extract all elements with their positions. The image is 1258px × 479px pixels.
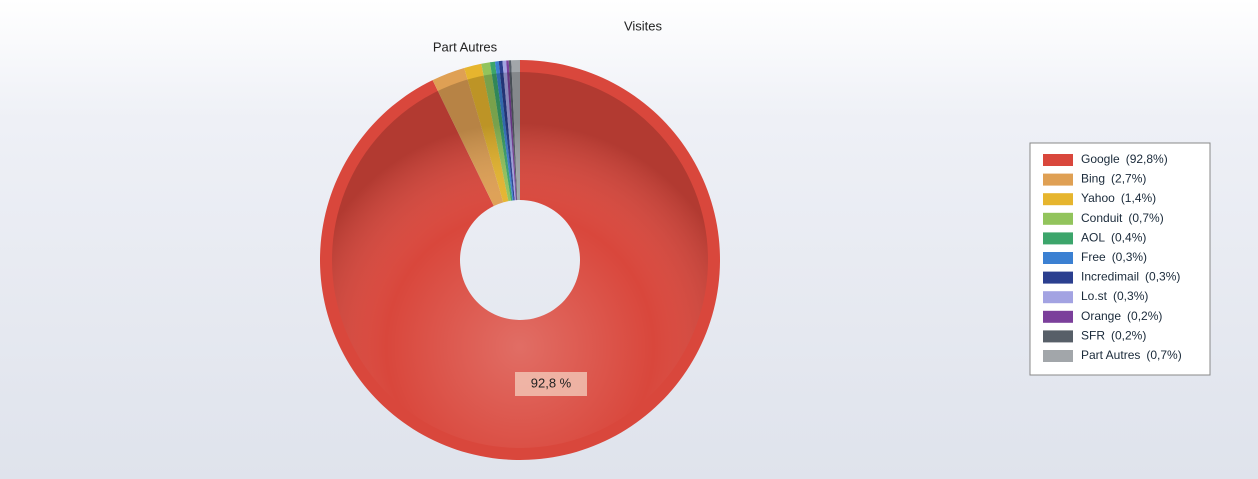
legend-swatch bbox=[1043, 330, 1073, 343]
legend-value: (0,2%) bbox=[1111, 329, 1146, 343]
legend-swatch bbox=[1043, 212, 1073, 225]
legend-swatch bbox=[1043, 310, 1073, 323]
legend-label: Orange (0,2%) bbox=[1081, 309, 1162, 323]
legend-name: Incredimail bbox=[1081, 270, 1139, 284]
legend-name: AOL bbox=[1081, 231, 1105, 245]
slice-label: 92,8 % bbox=[531, 375, 572, 390]
legend-label: Google (92,8%) bbox=[1081, 152, 1168, 166]
legend-name: Yahoo bbox=[1081, 191, 1115, 205]
legend-value: (0,3%) bbox=[1112, 250, 1147, 264]
legend-label: Part Autres (0,7%) bbox=[1081, 348, 1182, 362]
legend-name: Part Autres bbox=[1081, 348, 1140, 362]
legend-value: (0,3%) bbox=[1113, 289, 1148, 303]
legend-label: Yahoo (1,4%) bbox=[1081, 191, 1156, 205]
legend-swatch bbox=[1043, 193, 1073, 206]
legend-label: Incredimail (0,3%) bbox=[1081, 270, 1180, 284]
legend-label: SFR (0,2%) bbox=[1081, 329, 1146, 343]
legend-value: (0,7%) bbox=[1146, 348, 1181, 362]
chart-title: Visites bbox=[624, 18, 663, 33]
legend-label: Bing (2,7%) bbox=[1081, 172, 1146, 186]
legend-swatch bbox=[1043, 252, 1073, 264]
legend-label: Free (0,3%) bbox=[1081, 250, 1147, 264]
legend-name: Bing bbox=[1081, 172, 1105, 186]
legend-label: AOL (0,4%) bbox=[1081, 231, 1146, 245]
label-bg bbox=[515, 372, 587, 396]
donut: 92,8 % Part Autres bbox=[319, 39, 720, 460]
legend-name: Free bbox=[1081, 250, 1106, 264]
legend-value: (0,7%) bbox=[1128, 211, 1163, 225]
legend-value: (2,7%) bbox=[1111, 172, 1146, 186]
legend-name: Google bbox=[1081, 152, 1120, 166]
legend-value: (0,4%) bbox=[1111, 231, 1146, 245]
legend: Google (92,8%) Bing (2,7%) Yahoo (1,4%) Condui… bbox=[1029, 142, 1211, 376]
legend-swatch bbox=[1043, 232, 1073, 245]
legend-value: (92,8%) bbox=[1126, 152, 1168, 166]
legend-swatch bbox=[1043, 350, 1073, 362]
legend-name: Lo.st bbox=[1081, 289, 1108, 303]
legend-name: Conduit bbox=[1081, 211, 1123, 225]
legend-swatch bbox=[1043, 154, 1073, 166]
legend-value: (0,2%) bbox=[1127, 309, 1162, 323]
legend-name: Orange bbox=[1081, 309, 1121, 323]
legend-label: Lo.st (0,3%) bbox=[1081, 289, 1148, 303]
legend-label: Conduit (0,7%) bbox=[1081, 211, 1164, 225]
legend-name: SFR bbox=[1081, 329, 1105, 343]
legend-swatch bbox=[1043, 291, 1073, 304]
outer-label: Part Autres bbox=[433, 39, 498, 54]
legend-value: (1,4%) bbox=[1121, 191, 1156, 205]
legend-value: (0,3%) bbox=[1145, 270, 1180, 284]
legend-swatch bbox=[1043, 173, 1073, 186]
legend-swatch bbox=[1043, 271, 1073, 284]
